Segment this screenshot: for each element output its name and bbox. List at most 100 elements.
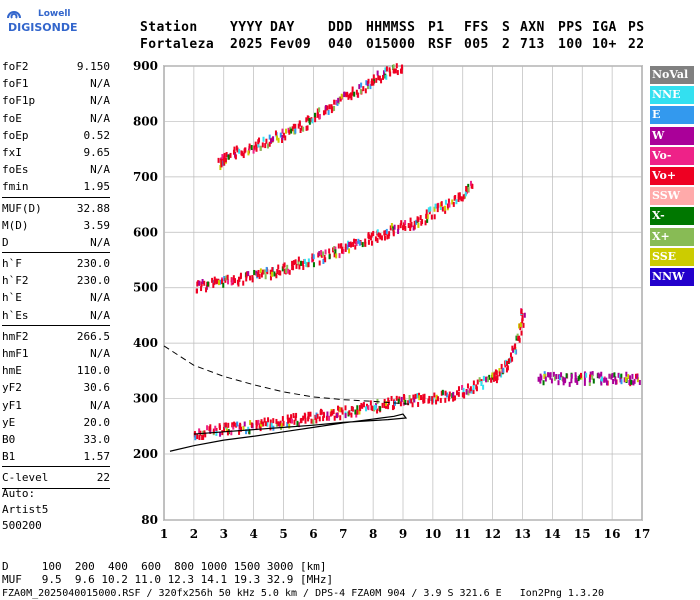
echo-mark	[458, 192, 461, 198]
echo-mark	[509, 352, 512, 358]
echo-mark	[439, 205, 442, 211]
echo-mark	[260, 419, 263, 425]
echo-mark	[542, 380, 545, 386]
echo-mark	[562, 376, 565, 382]
echo-mark	[238, 429, 241, 435]
header-cell: 040	[328, 37, 353, 52]
echo-mark	[305, 261, 308, 267]
echo-mark	[346, 244, 349, 250]
echo-mark	[301, 260, 304, 266]
echo-mark	[225, 152, 228, 158]
echo-mark	[380, 78, 383, 84]
echo-mark	[264, 421, 267, 427]
echo-mark	[198, 428, 201, 434]
echo-mark	[523, 312, 526, 318]
echo-mark	[635, 373, 638, 379]
echo-mark	[292, 123, 295, 129]
param-key: yF1	[2, 398, 22, 412]
echo-mark	[326, 105, 329, 111]
echo-mark	[460, 196, 463, 202]
echo-mark	[447, 396, 450, 402]
param-value: 266.5	[76, 329, 110, 343]
echo-mark	[383, 235, 386, 241]
echo-mark	[333, 99, 336, 105]
echo-mark	[361, 242, 364, 248]
echo-mark	[441, 389, 444, 395]
echo-mark	[355, 89, 358, 95]
echo-mark	[271, 267, 274, 273]
param-row: B1 1.57	[2, 448, 110, 465]
echo-mark	[329, 411, 332, 417]
echo-mark	[347, 94, 350, 100]
param-key: D	[2, 235, 9, 249]
echo-mark	[390, 395, 393, 401]
echo-mark	[444, 390, 447, 396]
echo-mark	[537, 376, 540, 382]
echo-mark	[457, 391, 460, 397]
echo-mark	[465, 389, 468, 395]
echo-mark	[260, 421, 263, 427]
echo-mark	[217, 157, 220, 163]
echo-mark	[297, 123, 300, 129]
echo-mark	[295, 263, 298, 269]
echo-mark	[597, 372, 600, 378]
svg-text:Lowell: Lowell	[38, 9, 71, 19]
echo-mark	[279, 270, 282, 276]
echo-mark	[425, 209, 428, 215]
echo-mark	[388, 231, 391, 237]
echo-mark	[482, 375, 485, 381]
param-separator	[2, 252, 110, 254]
header-cell: 22	[628, 37, 645, 52]
echo-mark	[372, 80, 375, 86]
echo-mark	[314, 117, 317, 123]
echo-mark	[344, 246, 347, 252]
param-row: yF2 30.6	[2, 379, 110, 396]
echo-mark	[608, 373, 611, 379]
header-cell: Fortaleza	[140, 37, 215, 52]
echo-mark	[420, 395, 423, 401]
echo-mark	[430, 214, 433, 220]
echo-mark	[498, 368, 501, 374]
echo-mark	[248, 146, 251, 152]
echo-mark	[320, 250, 323, 256]
echo-mark	[467, 390, 470, 396]
param-value: 1.95	[83, 180, 111, 194]
param-row: foF2 9.150	[2, 58, 110, 75]
echo-mark	[454, 395, 457, 401]
echo-mark	[332, 409, 335, 415]
echo-mark	[631, 373, 634, 379]
y-tick-label: 80	[141, 513, 158, 527]
echo-mark	[233, 146, 236, 152]
echo-mark	[476, 379, 479, 385]
echo-mark	[620, 373, 623, 379]
echo-mark	[232, 275, 235, 281]
echo-mark	[292, 265, 295, 271]
echo-mark	[311, 118, 314, 124]
echo-mark	[410, 398, 413, 404]
echo-mark	[306, 262, 309, 268]
echo-mark	[436, 203, 439, 209]
echo-mark	[508, 358, 511, 364]
echo-mark	[543, 371, 546, 377]
echo-mark	[235, 422, 238, 428]
echo-mark	[257, 142, 260, 148]
param-value: N/A	[90, 291, 110, 305]
echo-mark	[500, 363, 503, 369]
echo-mark	[303, 258, 306, 264]
echo-mark	[387, 404, 390, 410]
param-row: hmF1 N/A	[2, 345, 110, 362]
header-cell: 713	[520, 37, 545, 52]
echo-mark	[446, 203, 449, 209]
echo-mark	[306, 125, 309, 131]
echo-mark	[212, 282, 215, 288]
echo-mark	[583, 371, 586, 377]
param-separator	[2, 466, 110, 468]
echo-mark	[322, 251, 325, 257]
header-cell: RSF	[428, 37, 453, 52]
echo-mark	[511, 356, 514, 362]
echo-mark	[560, 372, 563, 378]
echo-mark	[277, 421, 280, 427]
x-tick-label: 12	[484, 527, 501, 541]
echo-mark	[420, 220, 423, 226]
param-value: N/A	[90, 111, 110, 125]
